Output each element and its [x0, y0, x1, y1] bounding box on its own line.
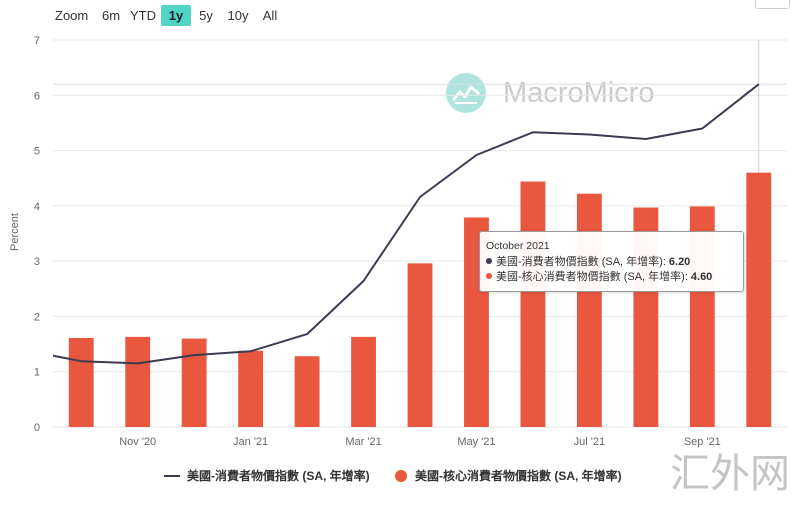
y-tick-label: 4 [34, 201, 40, 213]
tooltip-cpi-value: 6.20 [668, 256, 691, 268]
cpi-series [21, 80, 763, 367]
range-button-all[interactable]: All [262, 8, 278, 23]
range-button-6m[interactable]: 6m [101, 8, 121, 23]
y-tick-label: 3 [34, 256, 40, 268]
y-tick-label: 2 [34, 311, 40, 323]
cpi-point[interactable] [303, 330, 311, 338]
legend-label-core-cpi: 美國-核心消費者物價指數 (SA, 年增率) [415, 469, 622, 483]
legend-item-cpi[interactable]: 美國-消費者物價指數 (SA, 年增率) [163, 467, 370, 485]
core-cpi-bar[interactable] [181, 338, 207, 427]
macromicro-logo-icon [446, 73, 486, 113]
cpi-point[interactable] [134, 359, 142, 367]
x-tick-label: Nov '20 [119, 436, 156, 448]
core-cpi-bar[interactable] [294, 356, 320, 427]
chart-menu-button[interactable] [755, 0, 790, 9]
tooltip-date: October 2021 [486, 240, 550, 252]
legend-label-cpi: 美國-消費者物價指數 (SA, 年增率) [187, 469, 370, 483]
x-tick-label: Sep '21 [684, 436, 721, 448]
core-cpi-bar[interactable] [746, 172, 772, 427]
tooltip-row-core-cpi: 美國-核心消費者物價指數 (SA, 年增率): 4.60 [486, 270, 712, 285]
y-tick-label: 6 [34, 90, 40, 102]
zoom-label: Zoom [55, 8, 89, 23]
cpi-point[interactable] [77, 357, 85, 365]
y-axis: Percent 0 1 2 3 4 5 6 7 [9, 35, 40, 434]
range-button-1y[interactable]: 1y [161, 5, 191, 26]
cpi-bullet-icon [486, 258, 492, 264]
legend-item-core-cpi[interactable]: 美國-核心消費者物價指數 (SA, 年增率) [395, 467, 622, 485]
core-cpi-bar[interactable] [520, 181, 546, 427]
x-axis: Nov '20 Jan '21 Mar '21 May '21 Jul '21 Sep '… [119, 436, 721, 448]
site-watermark: 汇外网 [670, 451, 790, 497]
tooltip-row-cpi: 美國-消費者物價指數 (SA, 年增率): 6.20 [486, 255, 690, 270]
cpi-point[interactable] [755, 80, 763, 88]
logo-zigzag [452, 85, 480, 101]
y-tick-label: 0 [34, 422, 40, 434]
tooltip-core-cpi-label: 美國-核心消費者物價指數 (SA, 年增率): [496, 271, 688, 283]
cpi-point[interactable] [698, 124, 706, 132]
cpi-point[interactable] [190, 351, 198, 359]
cpi-point[interactable] [472, 151, 480, 159]
range-button-5y[interactable]: 5y [199, 8, 213, 23]
cpi-point[interactable] [247, 347, 255, 355]
y-axis-title: Percent [9, 213, 21, 251]
core-cpi-bar[interactable] [125, 336, 151, 427]
tooltip-core-cpi-value: 4.60 [690, 271, 713, 283]
x-tick-label: Jan '21 [233, 436, 268, 448]
range-button-10y[interactable]: 10y [227, 8, 249, 23]
tooltip: October 2021 美國-消費者物價指數 (SA, 年增率): 6.20 美… [479, 231, 744, 292]
y-tick-label: 7 [34, 35, 40, 47]
cpi-point[interactable] [585, 131, 593, 139]
brand-watermark: MacroMicro [503, 77, 655, 109]
core-cpi-bar[interactable] [407, 263, 433, 427]
x-tick-label: Mar '21 [345, 436, 381, 448]
cpi-point[interactable] [529, 128, 537, 136]
cpi-point[interactable] [360, 277, 368, 285]
core-cpi-bar[interactable] [68, 337, 94, 427]
cpi-line[interactable] [25, 83, 760, 365]
range-button-ytd[interactable]: YTD [130, 8, 156, 23]
y-tick-label: 1 [34, 367, 40, 379]
core-cpi-series [68, 172, 772, 427]
line-symbol-icon [164, 475, 180, 477]
y-tick-label: 5 [34, 146, 40, 158]
core-cpi-bar[interactable] [576, 193, 602, 427]
cpi-point[interactable] [642, 135, 650, 143]
core-cpi-bar[interactable] [238, 350, 264, 427]
cpi-point[interactable] [21, 346, 29, 354]
core-cpi-bar[interactable] [351, 336, 376, 427]
cpi-point[interactable] [416, 193, 424, 201]
circle-symbol-icon [395, 470, 407, 482]
x-tick-label: May '21 [457, 436, 495, 448]
tooltip-cpi-label: 美國-消費者物價指數 (SA, 年增率): [496, 256, 666, 268]
x-tick-label: Jul '21 [574, 436, 605, 448]
core-cpi-bullet-icon [486, 273, 492, 279]
